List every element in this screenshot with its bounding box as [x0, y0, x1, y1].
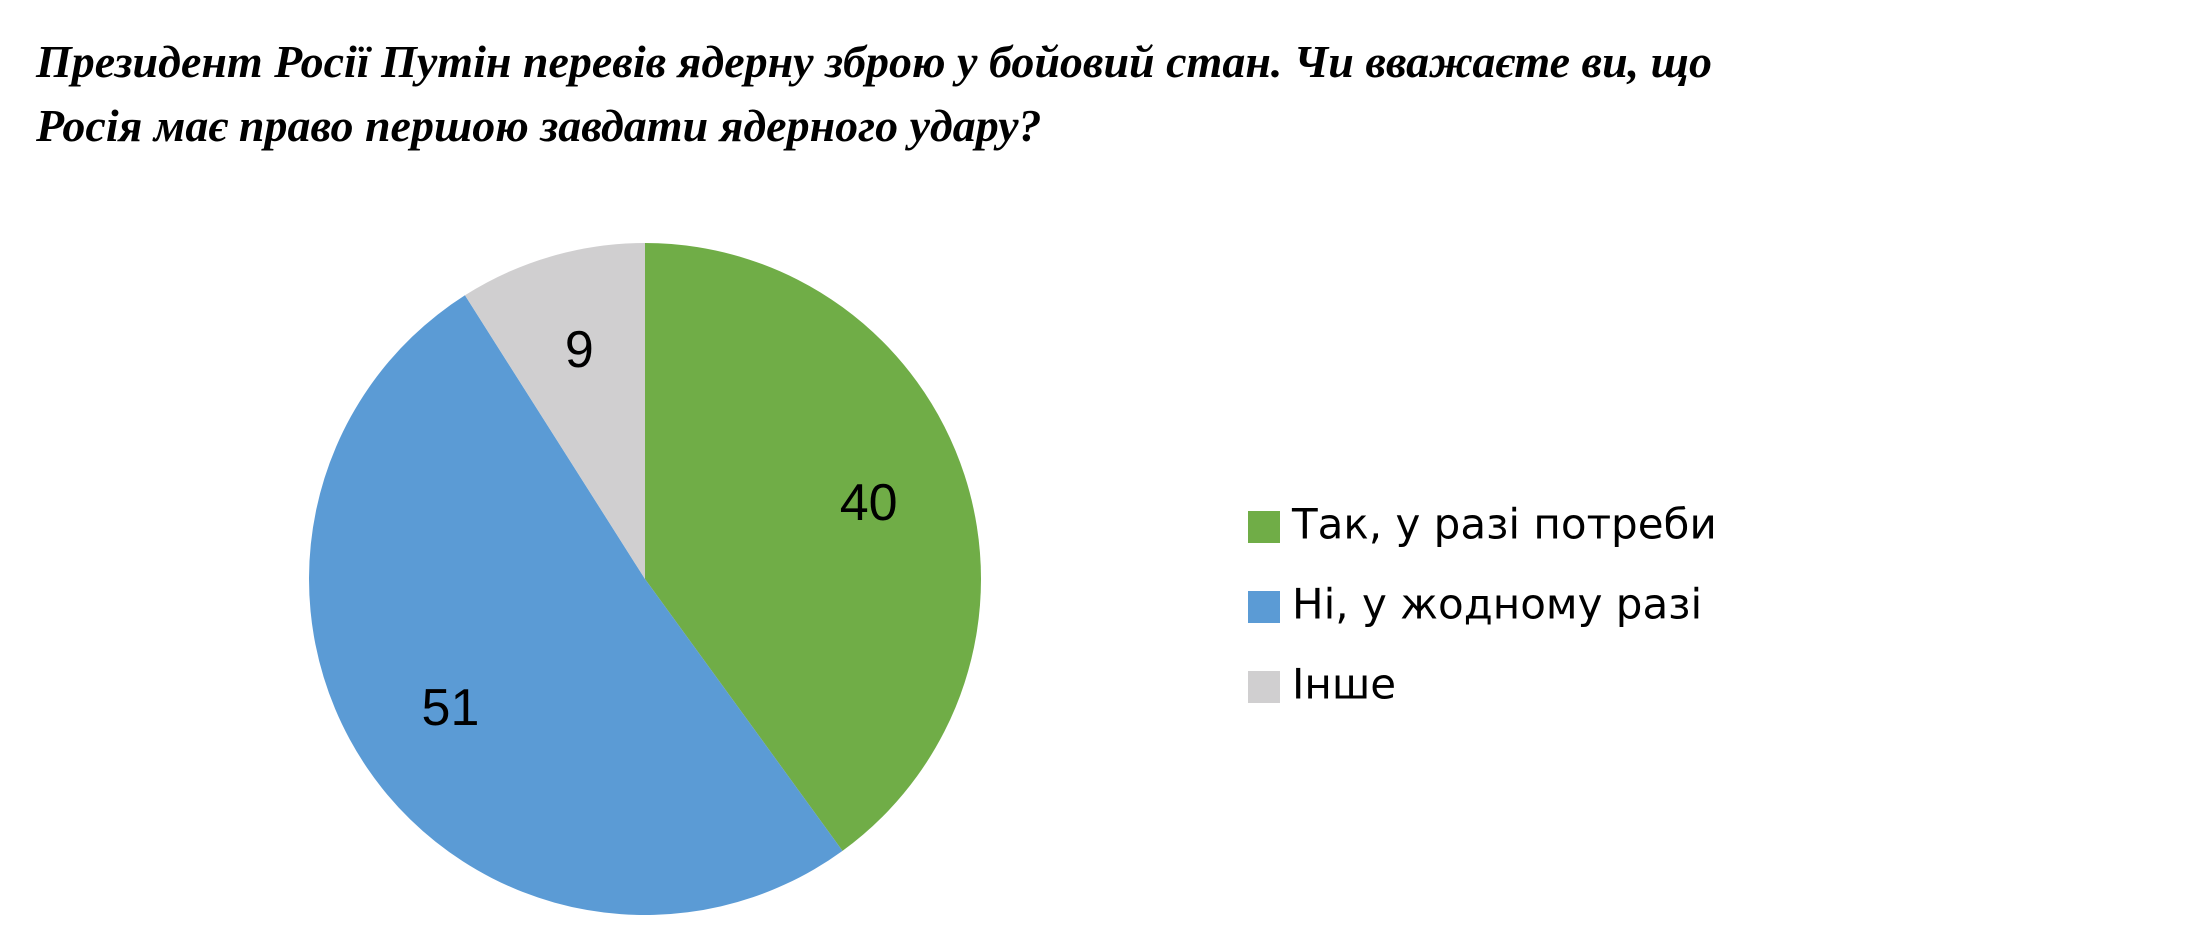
chart-title: Президент Росії Путін перевів ядерну збр… [35, 36, 1712, 87]
pie-slice [308, 295, 843, 916]
legend-label: Інше [1292, 660, 1396, 709]
legend-label: Так, у разі потреби [1291, 500, 1717, 549]
chart-title: Росія має право першою завдати ядерного … [35, 100, 1042, 151]
legend-swatch [1248, 591, 1280, 623]
pie-slice [645, 243, 981, 851]
data-label: 51 [422, 679, 480, 737]
data-label: 40 [840, 474, 898, 532]
pie-slice [464, 243, 645, 579]
legend-swatch [1248, 671, 1280, 703]
legend-swatch [1248, 511, 1280, 543]
legend-label: Ні, у жодному разі [1292, 580, 1702, 629]
data-label: 9 [565, 321, 594, 379]
